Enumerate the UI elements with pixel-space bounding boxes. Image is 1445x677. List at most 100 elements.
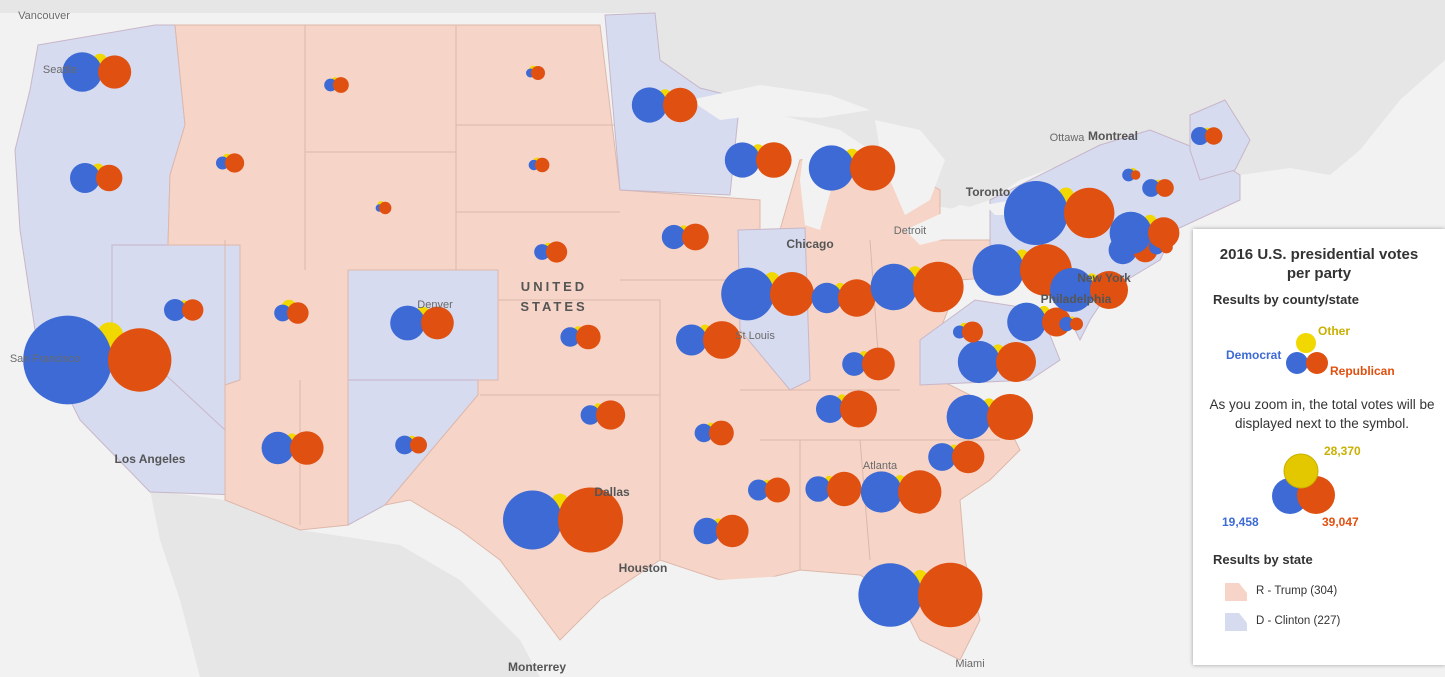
republican-votes-circle[interactable] <box>1070 317 1083 331</box>
vote-symbol-ca[interactable] <box>23 315 172 405</box>
democrat-votes-circle[interactable] <box>694 423 713 443</box>
vote-symbol-nm[interactable] <box>395 435 427 455</box>
republican-votes-circle[interactable] <box>663 87 698 123</box>
vote-symbol-mn[interactable] <box>631 87 698 123</box>
democrat-votes-circle[interactable] <box>748 479 769 501</box>
republican-votes-circle[interactable] <box>765 477 790 503</box>
republican-votes-circle[interactable] <box>838 279 876 317</box>
republican-votes-circle[interactable] <box>918 562 983 628</box>
republican-votes-circle[interactable] <box>546 241 568 263</box>
vote-symbol-or[interactable] <box>70 163 123 193</box>
democrat-votes-circle[interactable] <box>23 315 112 405</box>
democrat-votes-circle[interactable] <box>580 405 600 425</box>
democrat-votes-circle[interactable] <box>693 517 720 545</box>
vote-symbol-ne[interactable] <box>534 241 568 263</box>
vote-symbol-mt[interactable] <box>324 77 349 93</box>
republican-votes-circle[interactable] <box>996 342 1036 382</box>
democrat-votes-circle[interactable] <box>870 263 917 311</box>
republican-votes-circle[interactable] <box>850 145 896 191</box>
democrat-votes-circle[interactable] <box>808 145 855 191</box>
democrat-votes-circle[interactable] <box>1122 168 1135 182</box>
vote-symbol-pa[interactable] <box>972 244 1072 296</box>
republican-votes-circle[interactable] <box>770 272 814 316</box>
vote-symbol-de[interactable] <box>1059 316 1083 332</box>
democrat-votes-circle[interactable] <box>534 244 550 260</box>
republican-votes-circle[interactable] <box>682 223 709 251</box>
democrat-votes-circle[interactable] <box>972 244 1024 296</box>
republican-votes-circle[interactable] <box>1090 271 1128 309</box>
republican-votes-circle[interactable] <box>287 302 309 324</box>
republican-votes-circle[interactable] <box>716 514 749 548</box>
democrat-votes-circle[interactable] <box>631 87 668 123</box>
democrat-votes-circle[interactable] <box>724 142 761 178</box>
democrat-votes-circle[interactable] <box>1050 268 1094 312</box>
republican-votes-circle[interactable] <box>290 431 324 465</box>
vote-symbol-ma[interactable] <box>1109 211 1180 255</box>
republican-votes-circle[interactable] <box>98 55 132 89</box>
vote-symbol-il[interactable] <box>721 267 814 321</box>
vote-symbol-ia[interactable] <box>661 223 709 251</box>
vote-symbol-tx[interactable] <box>503 487 623 553</box>
vote-symbol-wa[interactable] <box>62 52 132 92</box>
democrat-votes-circle[interactable] <box>676 324 707 356</box>
democrat-votes-circle[interactable] <box>805 476 831 502</box>
republican-votes-circle[interactable] <box>952 440 985 474</box>
vote-symbol-ut[interactable] <box>274 299 309 324</box>
vote-symbol-al[interactable] <box>805 471 862 507</box>
vote-symbol-ny[interactable] <box>1004 181 1115 245</box>
democrat-votes-circle[interactable] <box>1059 316 1074 332</box>
vote-symbol-nd[interactable] <box>526 65 545 80</box>
republican-votes-circle[interactable] <box>1064 187 1115 239</box>
democrat-votes-circle[interactable] <box>858 563 922 627</box>
democrat-votes-circle[interactable] <box>1004 181 1068 245</box>
vote-symbol-az[interactable] <box>261 431 324 465</box>
republican-votes-circle[interactable] <box>225 153 245 173</box>
vote-symbol-nc[interactable] <box>946 394 1033 440</box>
vote-symbol-wy[interactable] <box>375 201 392 215</box>
democrat-votes-circle[interactable] <box>811 282 842 314</box>
vote-symbol-oh[interactable] <box>870 261 964 313</box>
republican-votes-circle[interactable] <box>558 487 623 553</box>
vote-symbol-la[interactable] <box>693 514 749 548</box>
vote-symbol-id[interactable] <box>216 153 245 173</box>
republican-votes-circle[interactable] <box>709 420 734 446</box>
vote-symbol-sd[interactable] <box>528 157 550 173</box>
democrat-votes-circle[interactable] <box>164 299 186 321</box>
democrat-votes-circle[interactable] <box>261 431 294 465</box>
democrat-votes-circle[interactable] <box>816 395 844 423</box>
democrat-votes-circle[interactable] <box>1007 302 1046 342</box>
democrat-votes-circle[interactable] <box>721 267 774 321</box>
republican-votes-circle[interactable] <box>108 328 172 392</box>
vote-symbol-md[interactable] <box>1007 302 1071 342</box>
republican-votes-circle[interactable] <box>756 142 792 178</box>
vote-symbol-va[interactable] <box>957 340 1036 384</box>
vote-symbol-mo[interactable] <box>676 321 741 359</box>
democrat-votes-circle[interactable] <box>70 163 100 193</box>
republican-votes-circle[interactable] <box>333 77 349 93</box>
republican-votes-circle[interactable] <box>962 321 983 343</box>
democrat-votes-circle[interactable] <box>928 443 956 471</box>
vote-symbol-tn[interactable] <box>816 390 877 428</box>
republican-votes-circle[interactable] <box>840 390 877 428</box>
democrat-votes-circle[interactable] <box>62 52 102 92</box>
vote-symbol-mi[interactable] <box>808 145 896 191</box>
democrat-votes-circle[interactable] <box>1191 127 1209 145</box>
vote-symbol-sc[interactable] <box>928 440 985 474</box>
republican-votes-circle[interactable] <box>421 306 454 340</box>
vote-symbol-ga[interactable] <box>860 470 942 514</box>
republican-votes-circle[interactable] <box>531 66 545 80</box>
vote-symbol-ok[interactable] <box>580 400 626 430</box>
democrat-votes-circle[interactable] <box>946 394 991 440</box>
vote-symbol-nj[interactable] <box>1050 268 1128 312</box>
republican-votes-circle[interactable] <box>827 471 862 507</box>
republican-votes-circle[interactable] <box>1148 217 1180 249</box>
democrat-votes-circle[interactable] <box>957 340 1001 384</box>
vote-symbol-vt[interactable] <box>1122 168 1141 182</box>
democrat-votes-circle[interactable] <box>1142 179 1160 197</box>
republican-votes-circle[interactable] <box>987 394 1033 440</box>
republican-votes-circle[interactable] <box>703 321 741 359</box>
vote-symbol-nv[interactable] <box>164 299 204 321</box>
republican-votes-circle[interactable] <box>535 157 550 173</box>
republican-votes-circle[interactable] <box>1131 170 1141 180</box>
vote-symbol-wi[interactable] <box>724 142 792 178</box>
